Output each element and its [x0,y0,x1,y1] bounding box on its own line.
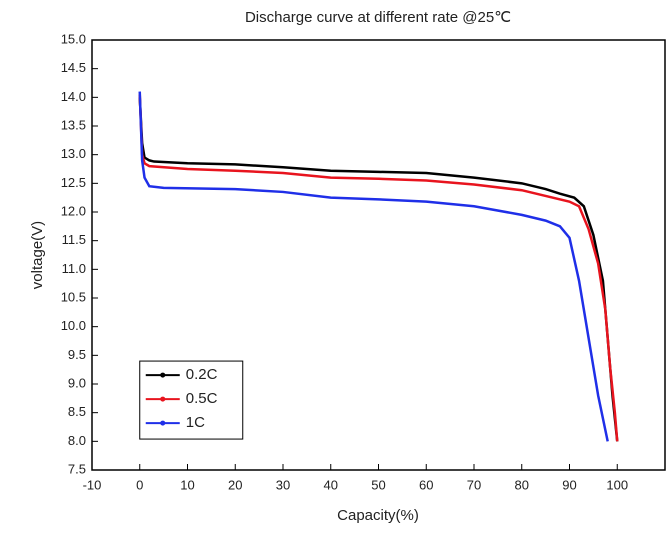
y-tick-label: 14.0 [61,89,86,104]
x-tick-label: 0 [136,477,143,492]
y-tick-label: 8.5 [68,404,86,419]
x-tick-label: 20 [228,477,242,492]
legend-label: 0.2C [186,366,218,383]
x-tick-label: 80 [515,477,529,492]
y-tick-label: 8.0 [68,433,86,448]
legend-marker [160,396,166,402]
legend-marker [160,420,166,426]
y-tick-label: 11.5 [62,232,86,247]
x-tick-label: 70 [467,477,481,492]
y-tick-label: 12.0 [61,203,86,218]
x-tick-label: 60 [419,477,433,492]
data-line [138,94,619,442]
y-tick-label: 14.5 [61,60,86,75]
y-tick-label: 10.0 [61,318,86,333]
y-tick-label: 13.0 [61,146,86,161]
chart-title: Discharge curve at different rate @25℃ [245,9,511,26]
y-tick-label: 10.5 [61,289,86,304]
x-tick-label: 10 [180,477,194,492]
y-tick-label: 9.5 [68,347,86,362]
y-tick-label: 13.5 [61,117,86,132]
y-tick-label: 12.5 [61,175,86,190]
x-tick-label: 50 [371,477,385,492]
y-tick-label: 11.0 [62,261,86,276]
legend-marker [160,372,166,378]
data-line [138,97,619,442]
x-tick-label: -10 [83,477,102,492]
y-axis-label: voltage(V) [29,221,46,289]
data-line [138,91,609,442]
y-tick-label: 9.0 [68,375,86,390]
y-tick-label: 7.5 [68,461,86,476]
x-tick-label: 90 [562,477,576,492]
y-tick-label: 15.0 [61,31,86,46]
x-axis-label: Capacity(%) [337,507,419,524]
x-tick-label: 40 [324,477,338,492]
x-tick-label: 100 [606,477,628,492]
legend-label: 0.5C [186,390,218,407]
x-tick-label: 30 [276,477,290,492]
legend-label: 1C [186,414,205,431]
